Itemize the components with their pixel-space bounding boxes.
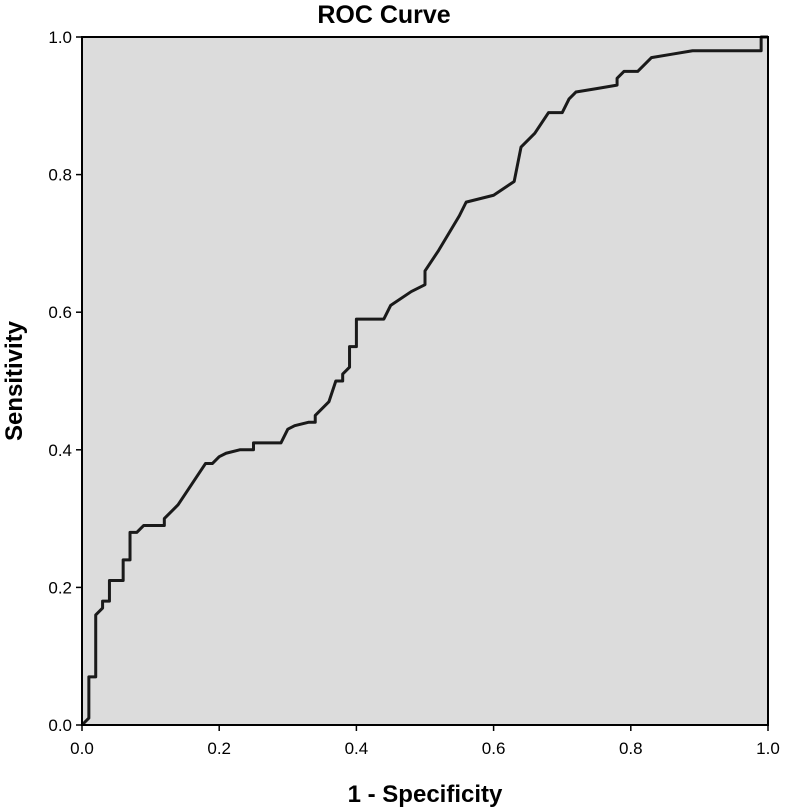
x-axis-ticks: 0.0 0.2 0.4 0.6 0.8 1.0 (70, 725, 780, 758)
y-tick-label: 1.0 (48, 28, 72, 47)
y-tick-label: 0.4 (48, 441, 72, 460)
x-axis-label: 1 - Specificity (348, 781, 503, 808)
y-tick-label: 0.0 (48, 716, 72, 735)
plot-area (82, 37, 768, 725)
y-tick-label: 0.8 (48, 166, 72, 185)
roc-curve-line (80, 35, 768, 727)
x-tick-label: 0.2 (207, 739, 231, 758)
x-tick-label: 0.6 (482, 739, 506, 758)
y-tick-label: 0.6 (48, 303, 72, 322)
y-axis-label: Sensitivity (1, 320, 28, 441)
x-tick-label: 0.8 (619, 739, 643, 758)
x-tick-label: 0.0 (70, 739, 94, 758)
x-tick-label: 1.0 (756, 739, 780, 758)
y-tick-label: 0.2 (48, 578, 72, 597)
x-tick-label: 0.4 (345, 739, 369, 758)
chart-title: ROC Curve (317, 1, 450, 29)
plot-frame (81, 36, 769, 726)
y-axis-ticks: 0.0 0.2 0.4 0.6 0.8 1.0 (48, 28, 82, 735)
roc-curve-layer (80, 35, 768, 727)
